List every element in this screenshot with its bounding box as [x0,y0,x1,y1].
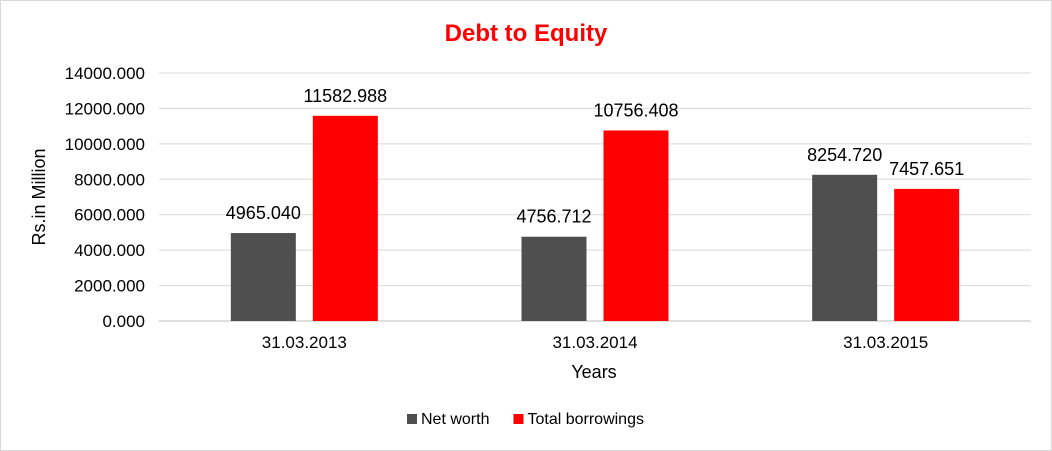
data-label: 10756.408 [593,100,678,120]
bar-net-worth [230,233,296,321]
bar-total-borrowings [312,115,378,321]
bar-total-borrowings [894,188,960,321]
y-tick-label: 12000.000 [65,99,145,118]
legend-label: Net worth [421,411,489,428]
bar-total-borrowings [603,130,669,321]
x-axis-label: Years [571,362,616,382]
bar-net-worth [521,236,587,321]
y-tick-label: 8000.000 [74,170,145,189]
chart-title: Debt to Equity [445,20,608,47]
y-tick-label: 0.000 [102,312,145,331]
y-axis-ticks: 0.000 2000.000 4000.000 6000.000 8000.000 100… [65,64,145,331]
y-tick-label: 6000.000 [74,206,145,225]
y-tick-label: 10000.000 [65,135,145,154]
x-category-label: 31.03.2013 [262,333,347,352]
bar-net-worth [812,174,878,321]
gridlines [159,72,1031,322]
data-labels: 4965.040 11582.988 4756.712 10756.408 8254.7… [226,86,964,227]
data-label: 8254.720 [807,145,882,165]
legend-label: Total borrowings [527,411,644,428]
y-tick-label: 2000.000 [74,277,145,296]
data-label: 4756.712 [516,207,591,227]
legend-swatch [513,414,524,424]
data-label: 11582.988 [303,86,387,106]
x-axis-categories: 31.03.2013 31.03.2014 31.03.2015 [262,333,928,352]
x-category-label: 31.03.2015 [843,333,928,352]
data-label: 7457.651 [889,159,964,179]
data-label: 4965.040 [226,203,301,223]
legend: Net worth Total borrowings [407,411,644,428]
x-category-label: 31.03.2014 [552,333,637,352]
bars [230,115,960,321]
y-tick-label: 4000.000 [74,241,145,260]
y-axis-label: Rs.in Million [29,148,49,245]
legend-swatch [407,414,417,424]
y-tick-label: 14000.000 [65,64,145,83]
